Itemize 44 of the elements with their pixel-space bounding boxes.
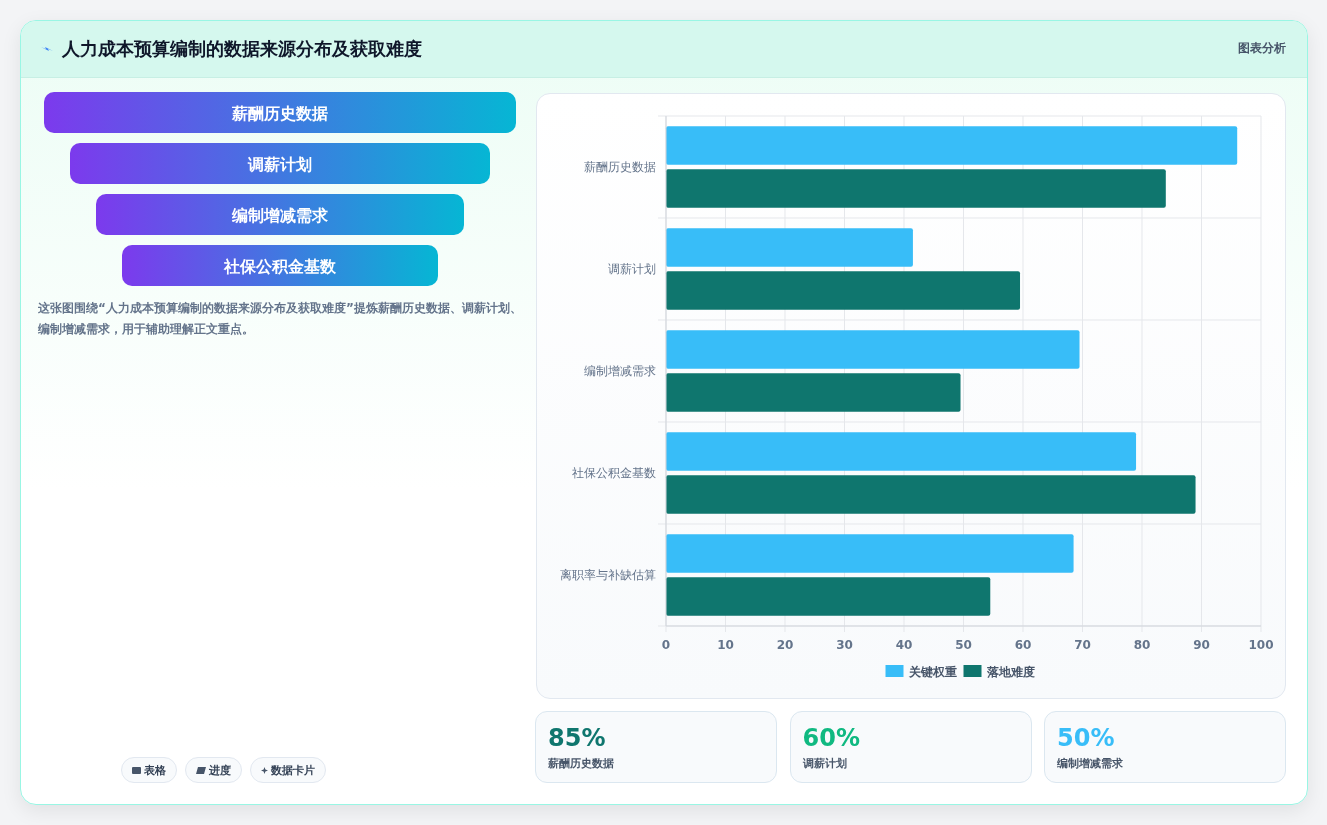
category-label: 薪酬历史数据 <box>231 103 328 123</box>
text: 调薪计划 <box>802 756 848 771</box>
x-tick-label: 100 <box>1248 638 1274 652</box>
category-label: 编制增减需求 <box>231 205 329 225</box>
x-tick-label: 60 <box>1014 638 1032 652</box>
text: 进度 <box>185 757 242 783</box>
text: 这张图围绕“人力成本预算编制的数据来源分布及获取难度”提炼薪酬历史数据、调薪计划、编制增减需求，用于辅助理解正文重点。 <box>38 300 523 338</box>
category-label: 社保公积金基数 <box>223 256 337 276</box>
text: 人力成本预算编制的数据来源分布及获取难度 <box>62 37 422 61</box>
x-tick-label: 80 <box>1133 638 1151 652</box>
text: 薪酬历史数据 <box>548 756 615 771</box>
bar <box>666 373 961 412</box>
y-tick-label: 调薪计划 <box>608 262 656 276</box>
bar <box>666 577 991 616</box>
legend-label: 关键权重 <box>907 665 957 679</box>
text: 85% <box>548 724 607 752</box>
bar <box>666 169 1166 208</box>
legend-label: 落地难度 <box>985 665 1035 679</box>
bar <box>666 330 1080 369</box>
y-tick-label: 薪酬历史数据 <box>584 160 656 174</box>
x-tick-label: 10 <box>717 638 734 652</box>
y-tick-label: 编制增减需求 <box>584 364 656 378</box>
text: 60% <box>802 724 861 752</box>
text: 图表分析 <box>1238 40 1286 57</box>
category-label: 调薪计划 <box>247 154 312 174</box>
bar <box>666 126 1238 165</box>
x-tick-label: 20 <box>776 638 794 652</box>
y-tick-label: 社保公积金基数 <box>572 466 656 480</box>
text: 编制增减需求 <box>1057 756 1124 771</box>
text: 数据卡片 <box>250 757 326 783</box>
bar <box>666 228 913 267</box>
text: 50% <box>1057 724 1116 752</box>
x-tick-label: 70 <box>1074 638 1091 652</box>
x-tick-label: 30 <box>836 638 853 652</box>
y-tick-label: 离职率与补缺估算 <box>560 568 656 582</box>
bar <box>666 475 1196 514</box>
x-tick-label: 0 <box>661 638 671 652</box>
x-tick-label: 90 <box>1193 638 1210 652</box>
bar <box>666 432 1137 471</box>
x-tick-label: 50 <box>955 638 972 652</box>
text: 表格 <box>121 757 177 783</box>
bar <box>666 271 1021 310</box>
bar <box>666 534 1074 573</box>
x-tick-label: 40 <box>895 638 913 652</box>
